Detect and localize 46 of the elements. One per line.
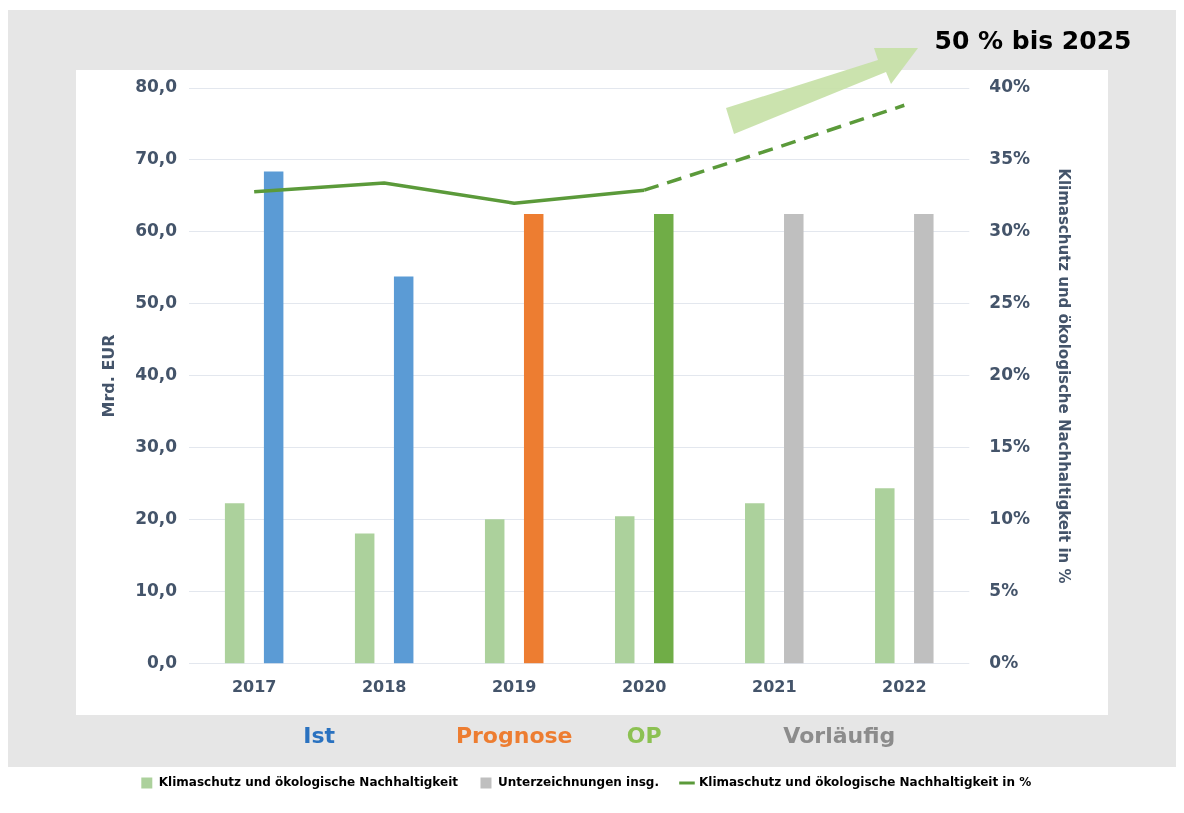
bar [523,213,544,664]
x-tick-label: 2020 [621,676,667,696]
x-tick-label: 2022 [882,676,927,696]
bar [745,503,765,664]
y-tick-label: 70,0 [135,148,178,169]
y2-tick-label: 10% [989,508,1031,529]
bar [224,503,245,664]
y2-tick-label: 40% [989,76,1031,97]
y-axis-title: Mrd. EUR [98,334,118,418]
bar [653,213,674,664]
bar [393,276,414,664]
bar [354,533,375,664]
y2-tick-label: 5% [989,580,1019,601]
text: 50 % bis 2025 [934,25,1132,55]
x-tick-label: 2021 [752,676,797,696]
y-tick-label: 60,0 [135,220,178,241]
y2-tick-label: 30% [989,220,1031,241]
y-tick-label: 50,0 [135,292,178,313]
y2-tick-label: 20% [989,364,1031,385]
legend-label: Klimaschutz und ökologische Nachhaltigkeit [158,775,459,790]
text: Ist [303,722,336,748]
y-tick-label: 20,0 [135,508,178,529]
y-tick-label: 0,0 [147,652,178,673]
y-tick-label: 80,0 [135,76,178,97]
bar [784,213,804,664]
bar [875,488,895,664]
bar [914,213,934,664]
y2-tick-label: 35% [989,148,1031,169]
y2-tick-label: 0% [989,652,1019,673]
x-tick-label: 2018 [361,676,407,696]
x-tick-label: 2017 [231,676,277,696]
y-tick-label: 10,0 [135,580,178,601]
y2-tick-label: 15% [989,436,1031,457]
text: Prognose [455,722,573,748]
bar [614,516,635,664]
y-tick-label: 40,0 [135,364,178,385]
x-tick-label: 2019 [491,676,537,696]
text: OP [626,722,662,748]
legend-label: Unterzeichnungen insg. [497,775,659,790]
y2-tick-label: 25% [989,292,1031,313]
y2-axis-title: Klimaschutz und ökologische Nachhaltigkeit in % [1055,168,1074,584]
y-tick-label: 30,0 [135,436,178,457]
text: Vorläufig [783,722,896,748]
bar [484,519,505,664]
legend-label: Klimaschutz und ökologische Nachhaltigkeit in % [698,775,1032,790]
bar [263,171,284,664]
